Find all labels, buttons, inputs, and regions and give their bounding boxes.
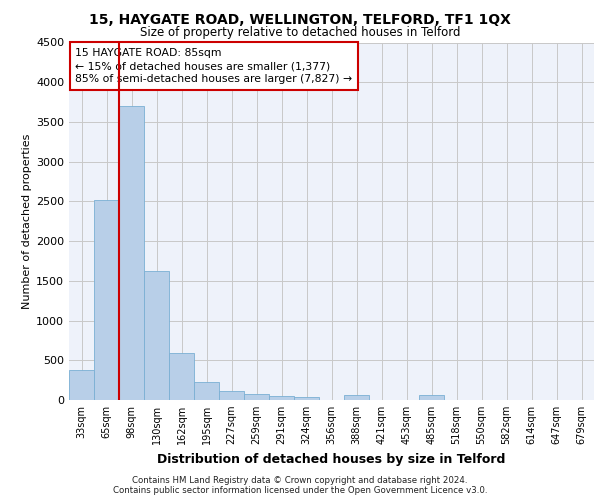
Bar bbox=[344, 395, 369, 400]
Text: Contains HM Land Registry data © Crown copyright and database right 2024.: Contains HM Land Registry data © Crown c… bbox=[132, 476, 468, 485]
Bar bbox=[144, 272, 169, 400]
Bar bbox=[69, 370, 94, 400]
X-axis label: Distribution of detached houses by size in Telford: Distribution of detached houses by size … bbox=[157, 452, 506, 466]
Bar bbox=[269, 396, 294, 400]
Bar bbox=[219, 392, 244, 400]
Bar bbox=[169, 353, 194, 400]
Bar bbox=[94, 200, 119, 400]
Text: 15 HAYGATE ROAD: 85sqm
← 15% of detached houses are smaller (1,377)
85% of semi-: 15 HAYGATE ROAD: 85sqm ← 15% of detached… bbox=[76, 48, 352, 84]
Bar bbox=[119, 106, 144, 400]
Text: Size of property relative to detached houses in Telford: Size of property relative to detached ho… bbox=[140, 26, 460, 39]
Text: 15, HAYGATE ROAD, WELLINGTON, TELFORD, TF1 1QX: 15, HAYGATE ROAD, WELLINGTON, TELFORD, T… bbox=[89, 12, 511, 26]
Bar bbox=[294, 397, 319, 400]
Text: Contains public sector information licensed under the Open Government Licence v3: Contains public sector information licen… bbox=[113, 486, 487, 495]
Bar bbox=[419, 395, 444, 400]
Y-axis label: Number of detached properties: Number of detached properties bbox=[22, 134, 32, 309]
Bar bbox=[194, 382, 219, 400]
Bar bbox=[244, 394, 269, 400]
